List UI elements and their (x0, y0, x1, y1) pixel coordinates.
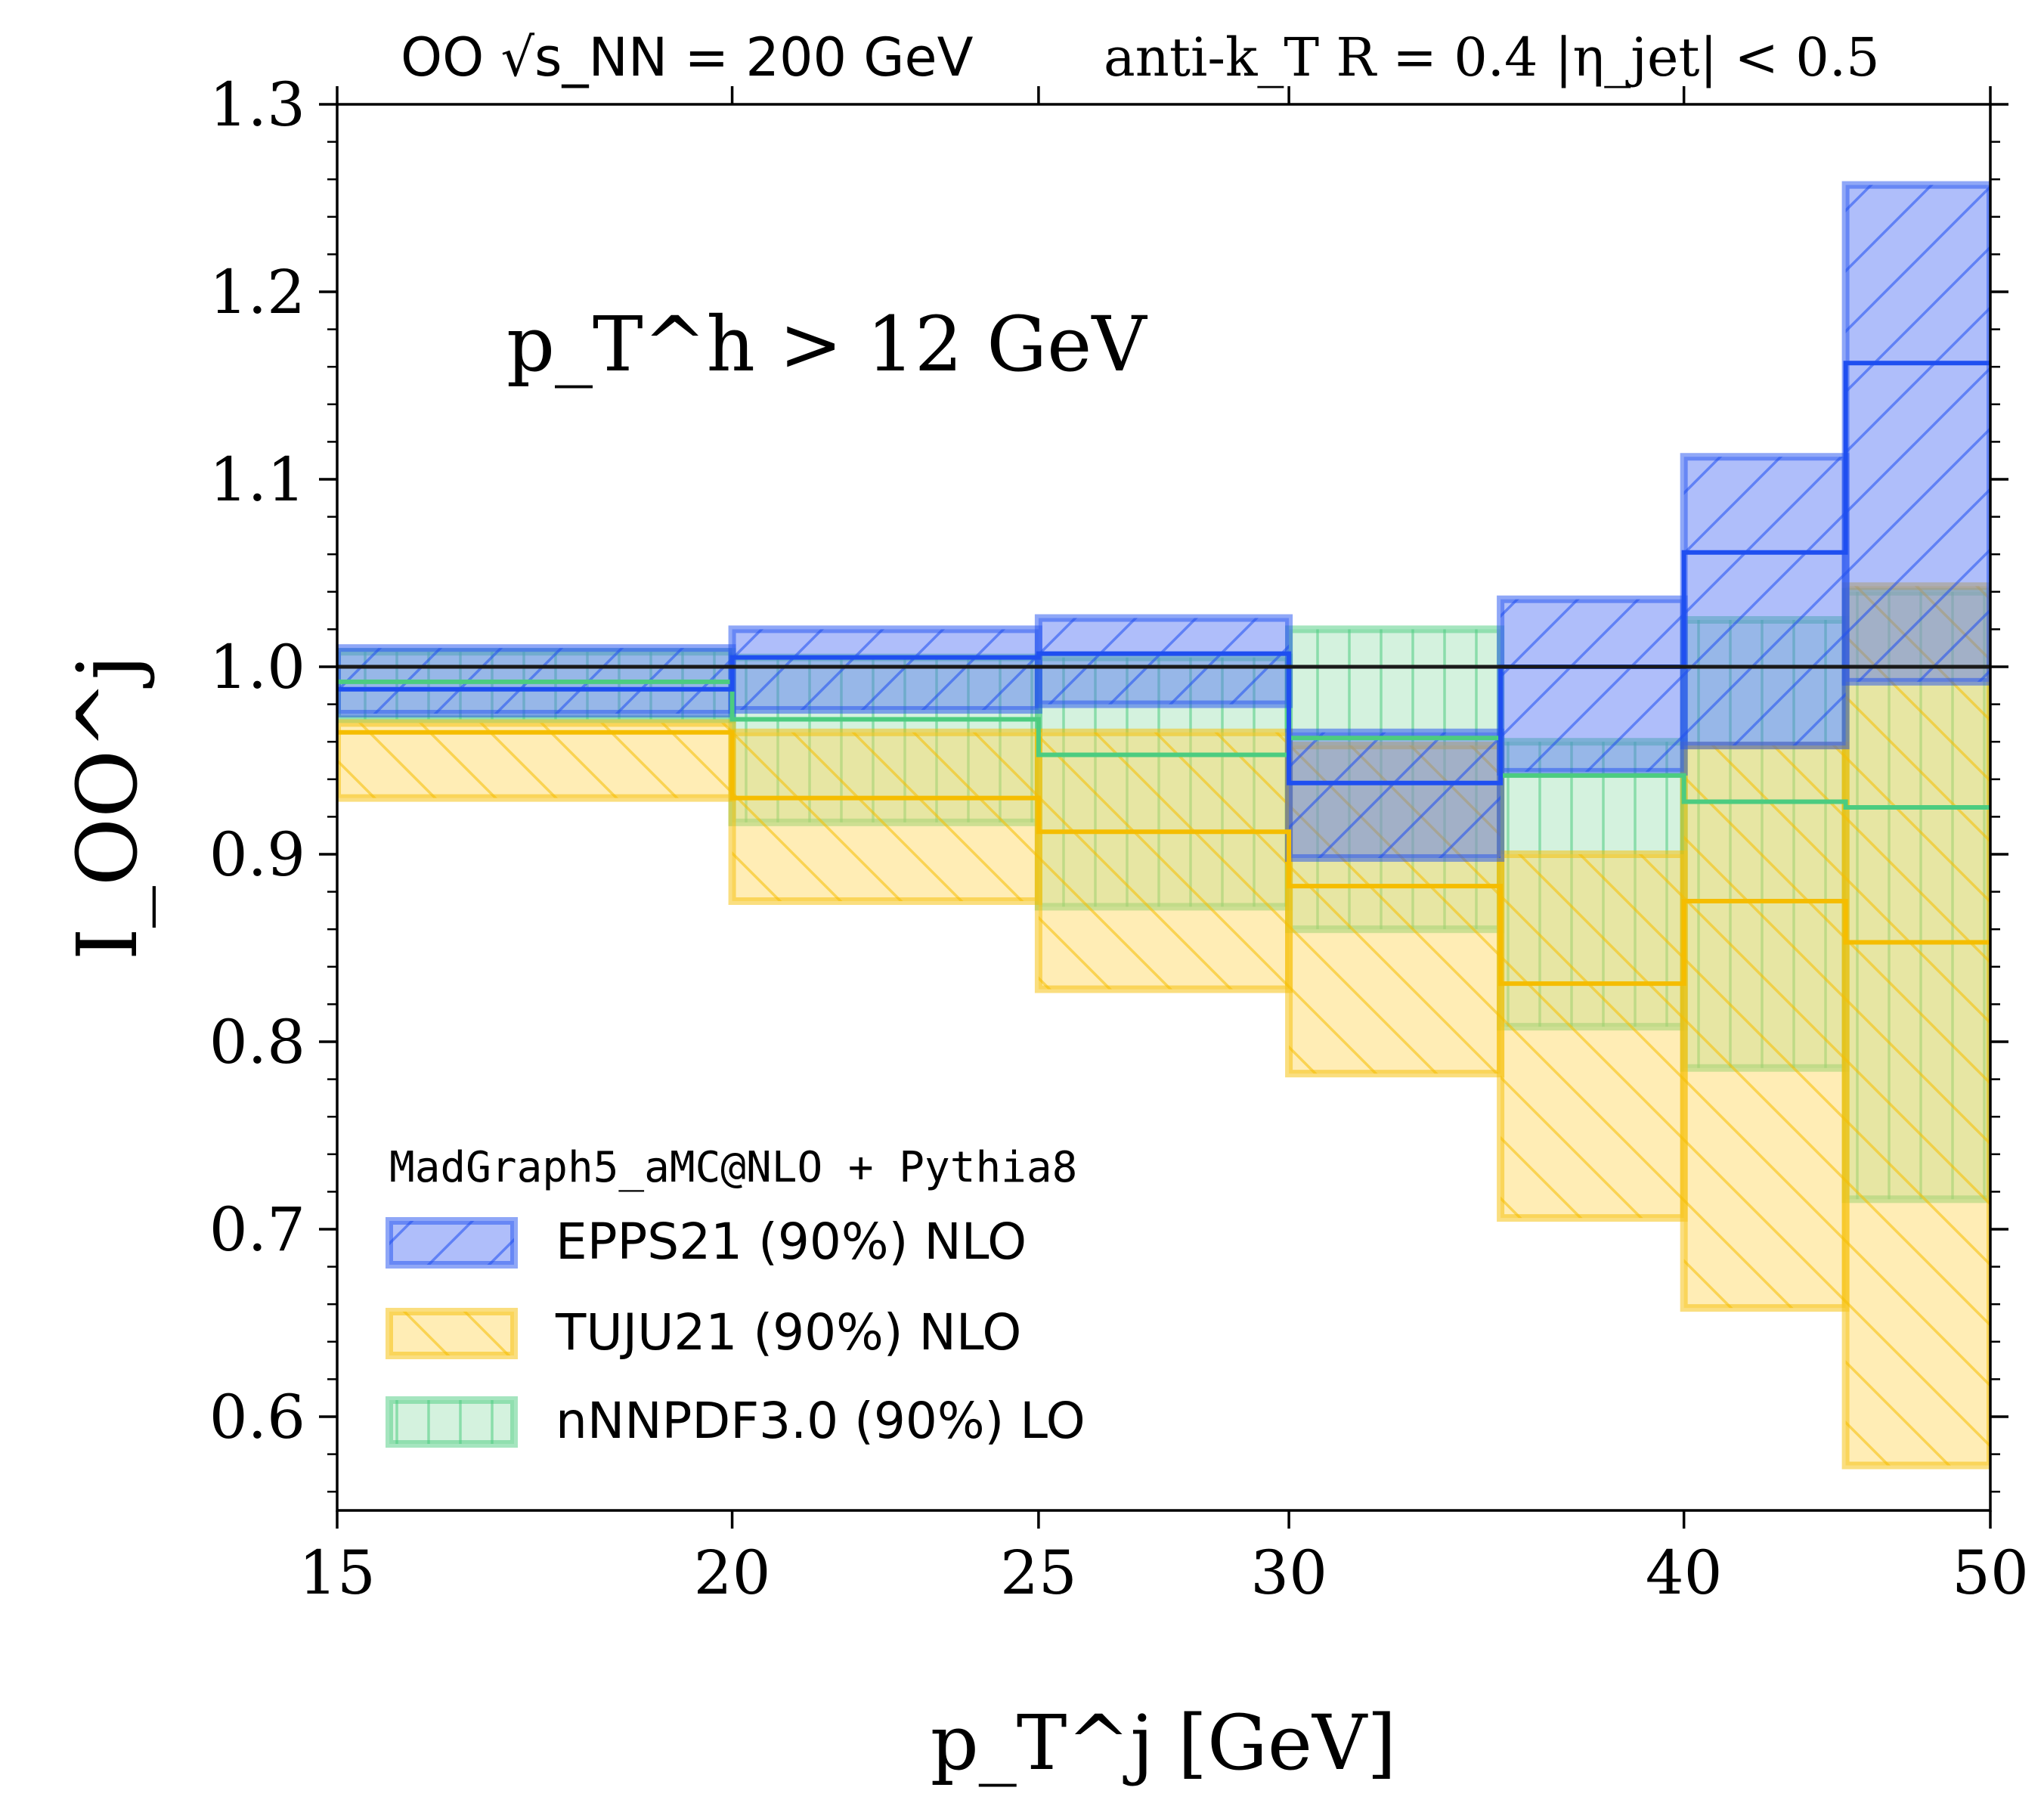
y-tick-label: 0.9 (209, 819, 305, 890)
ticks: 0.6 0.7 0.8 0.9 1.0 1.1 1.2 1.3 15 20 25 30 40 50 (209, 70, 2029, 1608)
band-1-bin-6 (1841, 582, 1990, 1470)
band-1-bin-2 (1034, 728, 1293, 993)
legend-entry: TUJU21 (90%) NLO (386, 1303, 1021, 1362)
x-tick-label: 20 (694, 1538, 771, 1608)
x-tick-label: 40 (1646, 1538, 1723, 1608)
band-0-bin-3 (1285, 728, 1505, 862)
chart-title-left: OO √s_NN = 200 GeV (401, 26, 974, 88)
legend-label: nNNPDF3.0 (90%) LO (556, 1392, 1085, 1450)
legend-entry: EPPS21 (90%) NLO (386, 1213, 1027, 1271)
legend: MadGraph5_aMC@NLO + Pythia8 EPPS21 (90%)… (386, 1143, 1085, 1450)
band-1-bin-5 (1680, 742, 1850, 1312)
y-tick-label: 0.6 (209, 1382, 305, 1452)
x-tick-label: 25 (1000, 1538, 1077, 1608)
y-axis-label: I_OO^j (59, 654, 156, 960)
series-bands (337, 181, 1990, 1470)
band-1-bin-0 (337, 719, 736, 802)
x-tick-label: 15 (299, 1538, 376, 1608)
y-tick-label: 1.1 (209, 445, 305, 515)
legend-label: EPPS21 (90%) NLO (556, 1213, 1027, 1271)
chart-title-right: anti-k_T R = 0.4 |η_jet| < 0.5 (1104, 26, 1880, 88)
band-0-bin-2 (1034, 614, 1293, 708)
band-0-bin-6 (1841, 181, 1990, 686)
plot-frame (336, 103, 1992, 1512)
series-lines (337, 361, 1990, 987)
central-line-0 (337, 361, 1990, 785)
x-tick-label: 30 (1250, 1538, 1327, 1608)
y-tick-label: 1.2 (209, 257, 305, 327)
legend-entry: nNNPDF3.0 (90%) LO (386, 1392, 1085, 1450)
y-tick-label: 0.7 (209, 1194, 305, 1265)
band-1-bin-4 (1497, 850, 1688, 1222)
band-1-bin-1 (728, 728, 1042, 905)
central-line-1 (337, 730, 1990, 987)
legend-label: TUJU21 (90%) NLO (555, 1303, 1021, 1362)
band-0-bin-4 (1497, 595, 1688, 776)
legend-entries: EPPS21 (90%) NLO TUJU21 (90%) NLO nNNPDF3.… (386, 1213, 1085, 1450)
cut-annotation: p_T^h > 12 GeV (506, 300, 1147, 389)
band-0-bin-1 (728, 625, 1042, 714)
x-axis-label: p_T^j [GeV] (931, 1699, 1397, 1787)
axes (336, 103, 1992, 1512)
y-tick-label: 1.0 (209, 632, 305, 702)
central-line-2 (337, 679, 1990, 810)
y-tick-label: 1.3 (209, 70, 305, 140)
x-tick-label: 50 (1952, 1538, 2029, 1608)
band-0-bin-5 (1680, 453, 1850, 750)
legend-title: MadGraph5_aMC@NLO + Pythia8 (389, 1143, 1077, 1192)
y-tick-label: 0.8 (209, 1007, 305, 1077)
